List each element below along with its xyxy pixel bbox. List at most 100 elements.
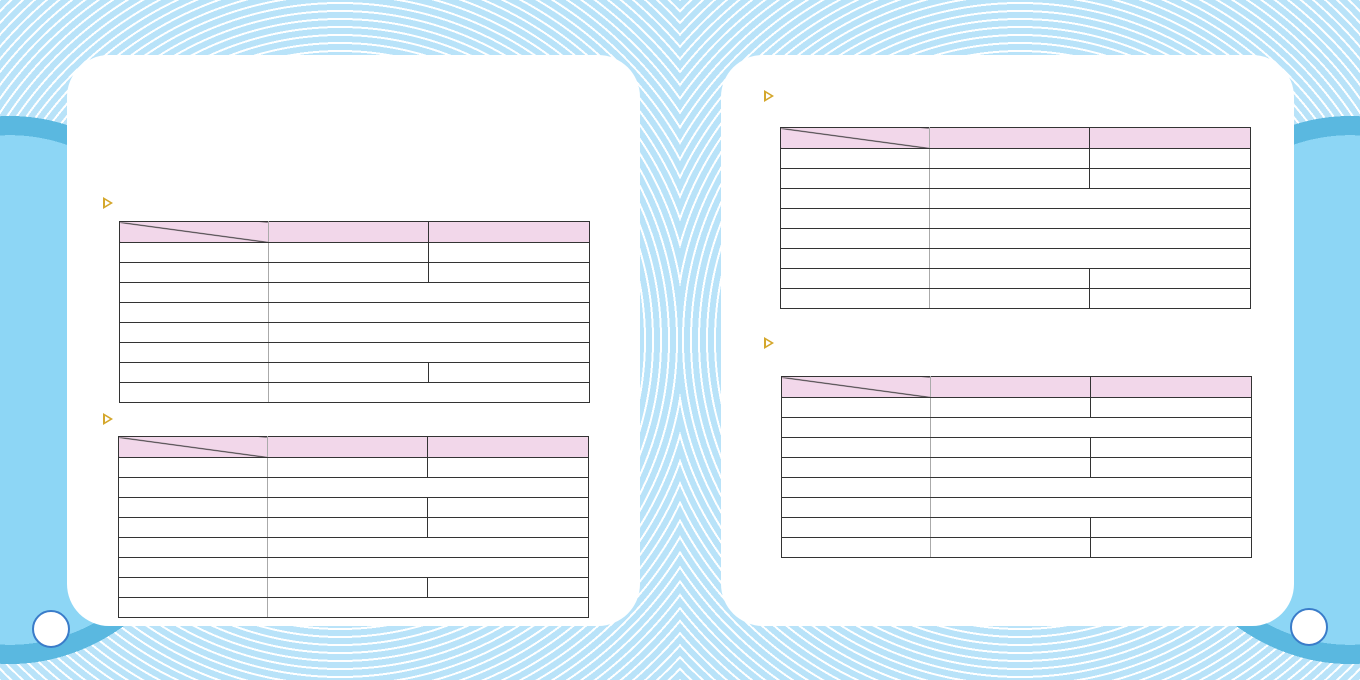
table-cell <box>780 288 930 309</box>
table-cell <box>1089 288 1251 309</box>
table-cell <box>929 188 1251 209</box>
spec-table-3 <box>780 127 1251 309</box>
spec-table-2 <box>118 436 589 618</box>
table-row <box>119 382 590 403</box>
table-cell <box>427 457 589 478</box>
table-row <box>119 282 590 303</box>
table-row <box>781 537 1252 558</box>
table-cell <box>268 362 429 383</box>
table-row <box>780 248 1251 269</box>
table-row <box>781 477 1252 498</box>
table-cell <box>119 242 269 263</box>
table-cell <box>119 362 269 383</box>
table-row <box>119 302 590 323</box>
table-row <box>119 262 590 283</box>
table-cell <box>930 397 1091 418</box>
table-header-row <box>781 376 1252 398</box>
table-cell <box>929 268 1090 289</box>
table-row <box>780 208 1251 229</box>
table-cell <box>268 221 429 243</box>
table-cell <box>780 248 930 269</box>
table-cell <box>118 436 268 458</box>
table-cell <box>268 322 590 343</box>
table-header-row <box>119 221 590 243</box>
table-cell <box>781 537 931 558</box>
table-cell <box>930 457 1091 478</box>
table-row <box>780 288 1251 309</box>
table-row <box>781 517 1252 538</box>
triangle-right-icon <box>103 197 113 209</box>
table-row <box>119 342 590 363</box>
table-cell <box>118 477 268 498</box>
table-cell <box>1089 148 1251 169</box>
table-row <box>118 577 589 598</box>
table-cell <box>1090 397 1252 418</box>
table-cell <box>781 477 931 498</box>
table-cell <box>119 322 269 343</box>
table-row <box>781 417 1252 438</box>
table-cell <box>929 168 1090 189</box>
table-cell <box>118 577 268 598</box>
table-cell <box>930 517 1091 538</box>
table-cell <box>930 497 1252 518</box>
table-row <box>118 457 589 478</box>
table-cell <box>267 477 589 498</box>
table-cell <box>780 268 930 289</box>
table-row <box>118 557 589 578</box>
table-cell <box>929 288 1090 309</box>
table-cell <box>930 437 1091 458</box>
table-cell <box>930 376 1091 398</box>
triangle-right-icon <box>764 337 774 349</box>
table-row <box>780 168 1251 189</box>
table-row <box>780 228 1251 249</box>
table-cell <box>780 168 930 189</box>
table-cell <box>118 457 268 478</box>
table-cell <box>118 597 268 618</box>
table-header-row <box>118 436 589 458</box>
table-cell <box>1090 537 1252 558</box>
table-cell <box>780 188 930 209</box>
table-cell <box>267 497 428 518</box>
spec-table-4 <box>781 376 1252 558</box>
table-cell <box>118 497 268 518</box>
table-cell <box>267 597 589 618</box>
table-cell <box>268 342 590 363</box>
table-cell <box>929 248 1251 269</box>
table-cell <box>1090 457 1252 478</box>
table-row <box>119 362 590 383</box>
table-cell <box>118 537 268 558</box>
table-cell <box>427 577 589 598</box>
table-cell <box>267 577 428 598</box>
table-row <box>118 537 589 558</box>
table-cell <box>780 148 930 169</box>
table-row <box>781 457 1252 478</box>
page-number-circle-left <box>32 610 70 648</box>
table-cell <box>267 457 428 478</box>
table-cell <box>780 228 930 249</box>
table-cell <box>929 228 1251 249</box>
table-cell <box>427 497 589 518</box>
table-cell <box>1090 517 1252 538</box>
table-cell <box>268 382 590 403</box>
table-cell <box>781 497 931 518</box>
table-cell <box>781 457 931 478</box>
table-cell <box>119 302 269 323</box>
table-cell <box>428 242 590 263</box>
table-cell <box>268 242 429 263</box>
table-cell <box>780 127 930 149</box>
table-cell <box>268 282 590 303</box>
table-cell <box>118 557 268 578</box>
table-cell <box>119 282 269 303</box>
table-cell <box>781 417 931 438</box>
table-row <box>118 477 589 498</box>
table-cell <box>1089 268 1251 289</box>
table-cell <box>781 376 931 398</box>
table-row <box>119 322 590 343</box>
table-cell <box>930 537 1091 558</box>
table-cell <box>428 262 590 283</box>
table-cell <box>1090 376 1252 398</box>
table-cell <box>780 208 930 229</box>
table-cell <box>929 148 1090 169</box>
table-cell <box>930 417 1252 438</box>
table-cell <box>1089 168 1251 189</box>
